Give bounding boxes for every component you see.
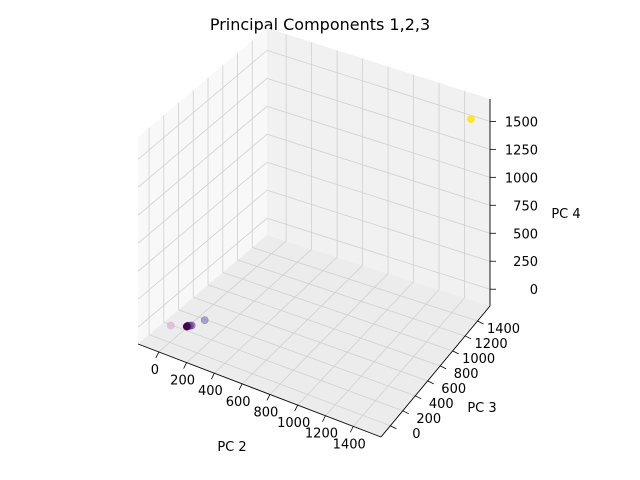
z-gridline (266, 105, 491, 178)
x-gridline (186, 248, 312, 363)
z-gridline (137, 217, 268, 328)
y-tick-label: 1000 (462, 352, 495, 367)
z-tick-label: 750 (513, 199, 538, 214)
y-gridline (163, 321, 403, 412)
y-gridline (252, 247, 478, 322)
axis-lines (137, 99, 496, 438)
tick-labels: 0200400600800100012001400020040060080010… (151, 115, 538, 452)
z-tick-label: 500 (513, 227, 538, 242)
y-axis-line (380, 305, 491, 438)
x-tick-label: 800 (254, 405, 279, 420)
y-tick-mark (390, 425, 397, 430)
floor-pane (138, 235, 490, 437)
x-tick-mark (349, 426, 354, 433)
x-tick-label: 200 (170, 374, 195, 389)
x-axis-line (137, 343, 382, 438)
x-gridline (214, 257, 338, 374)
x-tick-label: 1200 (305, 427, 338, 442)
z-gridline (137, 106, 268, 216)
y-tick-label: 1200 (475, 337, 508, 352)
x-tick-mark (238, 383, 243, 391)
z-gridline (137, 189, 268, 300)
z-tick-label: 1500 (505, 115, 538, 130)
z-gridline (137, 50, 268, 160)
x-gridline (241, 265, 363, 385)
y-tick-label: 0 (412, 427, 420, 442)
y-gridline (207, 284, 441, 367)
y-gridline (148, 334, 391, 427)
y-axis-label: PC 3 (467, 401, 496, 416)
y-tick-label: 1400 (487, 322, 520, 337)
z-gridline (266, 133, 491, 206)
back-right-pane (267, 28, 490, 306)
x-tick-label: 0 (151, 363, 159, 378)
chart-title: Principal Components 1,2,3 (210, 15, 430, 34)
x-tick-mark (211, 373, 215, 380)
y-tick-mark (427, 380, 434, 385)
y-tick-label: 200 (416, 412, 441, 427)
z-gridline (266, 49, 491, 122)
z-gridline (137, 161, 268, 272)
z-gridline (266, 217, 491, 290)
y-tick-mark (464, 335, 472, 340)
scatter-point (467, 115, 475, 124)
x-tick-mark (155, 351, 160, 359)
grid-lines (137, 34, 491, 427)
x-tick-mark (294, 404, 299, 412)
x-tick-label: 1000 (277, 416, 310, 431)
z-tick-label: 250 (513, 255, 538, 270)
z-tick-label: 0 (530, 283, 538, 298)
x-gridline (158, 240, 287, 353)
y-gridline (222, 271, 453, 352)
x-tick-mark (266, 394, 271, 401)
x-tick-mark (322, 415, 326, 422)
data-points (166, 115, 475, 331)
y-gridline (193, 296, 428, 382)
scatter-point (182, 322, 191, 331)
y-tick-mark (439, 365, 447, 370)
x-tick-mark (183, 362, 187, 369)
z-tick-label: 1000 (505, 171, 538, 186)
x-gridline (352, 297, 465, 427)
x-tick-label: 1400 (333, 437, 366, 452)
x-tick-label: 600 (226, 395, 251, 410)
y-gridline (178, 309, 416, 397)
x-gridline (269, 273, 389, 395)
y-tick-label: 800 (454, 367, 479, 382)
z-gridline (266, 161, 491, 234)
y-tick-mark (452, 350, 459, 355)
z-gridline (137, 133, 268, 244)
scatter-point (166, 321, 175, 330)
y-tick-mark (415, 395, 422, 400)
y-tick-label: 400 (429, 397, 454, 412)
axis-panes (138, 28, 490, 437)
y-tick-label: 600 (441, 382, 466, 397)
back-left-pane (138, 28, 267, 344)
x-axis-label: PC 2 (217, 440, 246, 455)
x-gridline (325, 289, 440, 417)
z-gridline (266, 77, 491, 150)
z-axis-label: PC 4 (551, 207, 580, 222)
z-gridline (137, 78, 268, 188)
y-gridline (237, 259, 466, 337)
z-gridline (266, 189, 491, 262)
x-gridline (297, 281, 414, 406)
x-tick-label: 400 (198, 384, 223, 399)
y-tick-mark (477, 320, 484, 325)
y-tick-mark (402, 410, 409, 415)
z-tick-label: 1250 (505, 143, 538, 158)
scatter-point (200, 316, 209, 325)
